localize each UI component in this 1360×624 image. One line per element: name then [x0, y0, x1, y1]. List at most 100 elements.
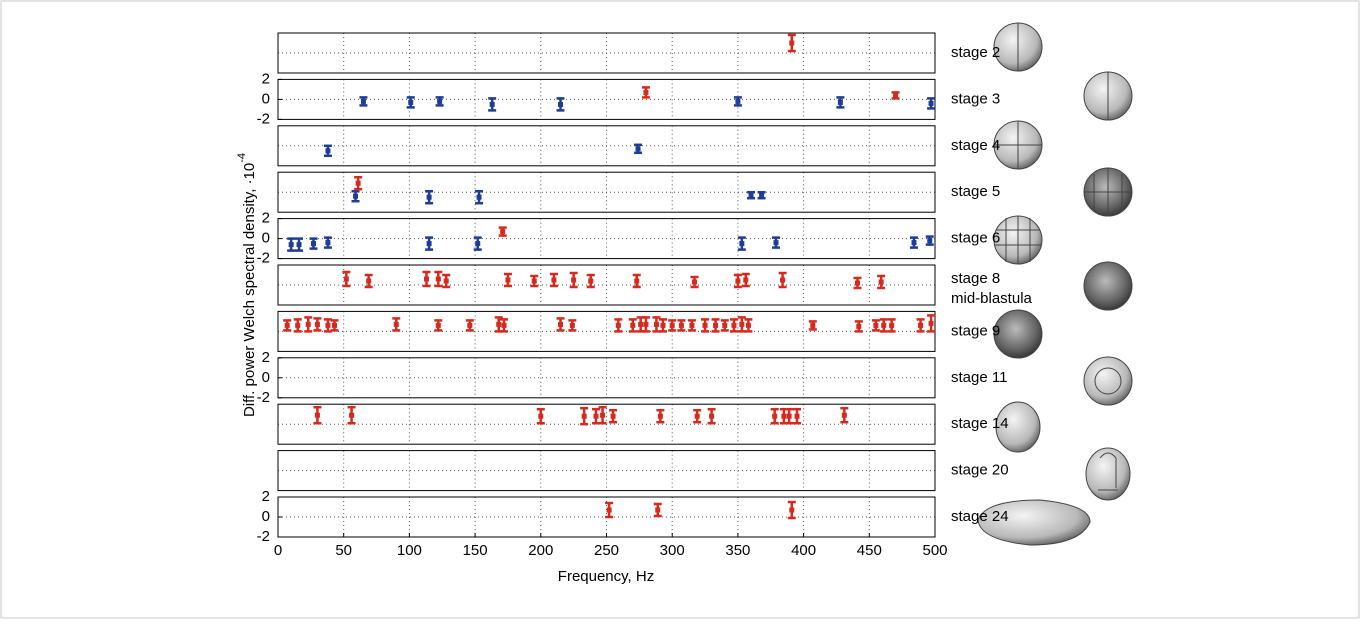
error-bar	[840, 406, 849, 424]
error-bar	[586, 273, 595, 289]
error-bar	[342, 270, 351, 288]
error-bar-center	[355, 180, 361, 186]
error-bar	[711, 318, 720, 333]
error-bar-center	[366, 278, 372, 284]
error-bar	[877, 274, 886, 290]
error-bar-center	[692, 279, 698, 285]
y-tick-label: 2	[262, 349, 270, 366]
error-bar-center	[655, 507, 661, 513]
error-bar	[287, 237, 296, 252]
error-bar-center	[426, 241, 432, 247]
x-tick-label: 500	[922, 542, 947, 559]
y-tick-label: -2	[257, 528, 270, 545]
stage-label: stage 4	[951, 137, 1000, 154]
panel-frame	[277, 32, 936, 74]
error-bar	[677, 319, 686, 332]
error-bar	[598, 405, 607, 425]
error-bar-center	[735, 98, 741, 104]
error-bar-center	[856, 323, 862, 329]
error-bar	[347, 405, 356, 425]
error-bar	[707, 407, 716, 425]
error-bar-center	[551, 277, 557, 283]
error-bar	[871, 319, 880, 332]
x-tick-label: 0	[274, 542, 282, 559]
error-bar-center	[702, 322, 708, 328]
error-bar-center	[569, 322, 575, 328]
error-bar	[556, 97, 565, 112]
error-bar	[605, 501, 614, 519]
y-tick-label: 2	[262, 70, 270, 87]
error-bar-center	[638, 321, 644, 327]
y-tick-label: -2	[257, 389, 270, 406]
error-bar	[836, 96, 845, 109]
x-tick-label: 450	[857, 542, 882, 559]
error-bar-center	[735, 278, 741, 284]
embryo-drawings	[977, 22, 1133, 546]
stage-label: stage 9	[951, 322, 1000, 339]
error-bar-center	[694, 413, 700, 419]
error-bar	[609, 408, 618, 424]
x-tick-label: 250	[594, 542, 619, 559]
x-tick-label: 400	[791, 542, 816, 559]
error-bar	[434, 270, 443, 288]
error-bar	[772, 236, 781, 249]
error-bar	[879, 318, 888, 333]
error-bar-center	[435, 276, 441, 282]
stage-label: stage 5	[951, 183, 1000, 200]
error-bar-center	[630, 322, 636, 328]
error-bar	[641, 316, 650, 333]
error-bar	[925, 235, 934, 246]
error-bar	[632, 273, 641, 289]
error-bar-center	[660, 322, 666, 328]
stage-label: stage 6	[951, 230, 1000, 247]
error-bar-center	[878, 279, 884, 285]
error-bar	[628, 318, 637, 333]
stage-label: stage 24	[951, 508, 1009, 525]
error-bar-center	[789, 40, 795, 46]
error-bar	[473, 236, 482, 251]
error-bar-center	[408, 99, 414, 105]
error-bar-center	[678, 322, 684, 328]
error-bar-center	[643, 321, 649, 327]
error-bar-center	[610, 413, 616, 419]
error-bar	[733, 273, 742, 289]
error-bar	[425, 236, 434, 251]
error-bar	[737, 236, 746, 251]
error-bar-center	[496, 321, 502, 327]
error-bar-center	[343, 276, 349, 282]
error-bar	[793, 407, 802, 425]
error-bar	[778, 271, 787, 289]
error-bar	[422, 270, 431, 288]
error-bar	[434, 319, 443, 332]
error-bar-center	[789, 507, 795, 513]
error-bar-center	[423, 276, 429, 282]
error-bar-center	[773, 240, 779, 246]
error-bar-center	[500, 229, 506, 235]
error-bar-center	[443, 278, 449, 284]
error-bar-center	[739, 321, 745, 327]
error-bar-center	[558, 321, 564, 327]
error-bar-center	[606, 507, 612, 513]
error-bar	[785, 407, 794, 425]
y-tick-label: -2	[257, 250, 270, 267]
error-bar-center	[581, 413, 587, 419]
error-bar	[770, 407, 779, 425]
error-bar	[536, 407, 545, 425]
stage-label: stage 14	[951, 415, 1009, 432]
error-bar	[687, 319, 696, 332]
error-bar-center	[873, 322, 879, 328]
error-bar-center	[786, 413, 792, 419]
error-bar-center	[731, 322, 737, 328]
error-bar	[556, 317, 565, 332]
error-bar	[364, 273, 373, 289]
error-bar-center	[505, 277, 511, 283]
error-bar-center	[314, 321, 320, 327]
y-tick-label: 2	[262, 488, 270, 505]
error-bar	[351, 189, 360, 203]
error-bar	[295, 237, 304, 252]
error-bar-center	[713, 322, 719, 328]
error-bar	[909, 236, 918, 249]
error-bar	[313, 317, 322, 332]
panel-frame	[277, 125, 936, 167]
